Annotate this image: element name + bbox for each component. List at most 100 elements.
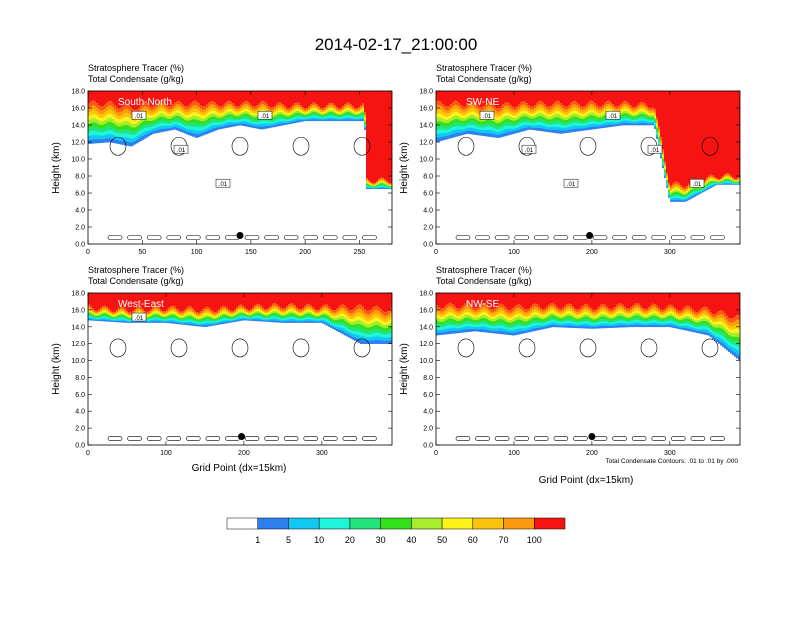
- tracer-cell: [458, 126, 460, 130]
- tracer-cell: [170, 309, 172, 311]
- tracer-cell: [266, 106, 268, 109]
- tracer-cell: [220, 109, 222, 112]
- tracer-cell: [170, 318, 172, 320]
- tracer-cell: [678, 91, 680, 183]
- tracer-cell: [192, 91, 194, 102]
- tracer-cell: [186, 115, 188, 118]
- tracer-cell: [96, 91, 98, 103]
- tracer-cell: [184, 114, 186, 117]
- tracer-cell: [444, 123, 446, 127]
- tracer-cell: [554, 127, 556, 130]
- tracer-cell: [464, 129, 466, 132]
- tracer-cell: [536, 119, 538, 122]
- tracer-cell: [334, 312, 336, 314]
- tracer-cell: [442, 111, 444, 115]
- tracer-cell: [534, 123, 536, 126]
- tracer-cell: [588, 121, 590, 124]
- tracer-cell: [298, 105, 300, 107]
- tracer-cell: [536, 114, 538, 117]
- tracer-cell: [270, 121, 272, 123]
- tracer-cell: [324, 308, 326, 310]
- tracer-cell: [444, 116, 446, 120]
- tracer-cell: [592, 107, 594, 110]
- tracer-cell: [372, 183, 374, 184]
- tracer-cell: [382, 91, 384, 178]
- tracer-cell: [536, 117, 538, 120]
- tracer-cell: [292, 107, 294, 109]
- tracer-cell: [272, 109, 274, 111]
- tracer-cell: [324, 320, 326, 322]
- tracer-cell: [672, 194, 674, 196]
- tracer-cell: [642, 91, 644, 102]
- tracer-cell: [98, 310, 100, 311]
- tracer-cell: [490, 123, 492, 127]
- tracer-cell: [238, 118, 240, 120]
- tracer-cell: [154, 114, 156, 117]
- tracer-cell: [186, 309, 188, 311]
- tracer-cell: [566, 122, 568, 125]
- tracer-cell: [340, 327, 342, 330]
- tracer-cell: [274, 122, 276, 124]
- tracer-cell: [264, 91, 266, 102]
- tracer-cell: [188, 293, 190, 306]
- tracer-cell: [550, 122, 552, 125]
- tracer-cell: [342, 106, 344, 108]
- tracer-cell: [146, 114, 148, 118]
- tracer-cell: [538, 125, 540, 128]
- tracer-cell: [452, 113, 454, 117]
- tracer-cell: [216, 110, 218, 113]
- tracer-cell: [566, 120, 568, 123]
- tracer-cell: [704, 180, 706, 181]
- tracer-cell: [216, 311, 218, 313]
- tracer-cell: [224, 316, 226, 318]
- tracer-cell: [216, 125, 218, 128]
- tracer-cell: [558, 101, 560, 104]
- tracer-cell: [170, 111, 172, 114]
- tracer-cell: [610, 91, 612, 102]
- tracer-cell: [176, 101, 178, 104]
- tracer-cell: [104, 116, 106, 120]
- tracer-cell: [272, 91, 274, 107]
- tracer-cell: [338, 307, 340, 310]
- tracer-cell: [348, 106, 350, 108]
- tracer-cell: [174, 121, 176, 124]
- tracer-cell: [598, 126, 600, 128]
- tracer-cell: [356, 108, 358, 110]
- tracer-cell: [502, 111, 504, 115]
- tracer-cell: [200, 293, 202, 311]
- tracer-cell: [594, 111, 596, 114]
- tracer-cell: [506, 105, 508, 109]
- tracer-cell: [148, 124, 150, 127]
- tracer-cell: [540, 113, 542, 116]
- tracer-cell: [92, 309, 94, 310]
- tracer-cell: [212, 91, 214, 101]
- tracer-cell: [440, 125, 442, 129]
- tracer-cell: [252, 119, 254, 121]
- tracer-cell: [350, 333, 352, 336]
- tracer-cell: [648, 123, 650, 125]
- tracer-cell: [352, 310, 354, 313]
- tracer-cell: [276, 315, 278, 317]
- tracer-cell: [182, 118, 184, 121]
- tracer-cell: [600, 122, 602, 124]
- tracer-cell: [630, 123, 632, 125]
- tracer-cell: [556, 130, 558, 134]
- tracer-cell: [652, 113, 654, 115]
- tracer-cell: [312, 307, 314, 309]
- tracer-cell: [280, 293, 282, 308]
- tracer-cell: [522, 116, 524, 119]
- tracer-cell: [626, 106, 628, 109]
- tracer-cell: [330, 310, 332, 312]
- tracer-cell: [172, 311, 174, 313]
- tracer-cell: [578, 112, 580, 115]
- tracer-cell: [496, 108, 498, 111]
- tracer-cell: [644, 118, 646, 120]
- tracer-cell: [600, 113, 602, 115]
- tracer-cell: [598, 115, 600, 117]
- tracer-cell: [170, 125, 172, 128]
- tracer-cell: [136, 126, 138, 130]
- tracer-cell: [584, 108, 586, 111]
- tracer-cell: [172, 112, 174, 115]
- tracer-cell: [584, 118, 586, 121]
- tracer-cell: [674, 196, 676, 198]
